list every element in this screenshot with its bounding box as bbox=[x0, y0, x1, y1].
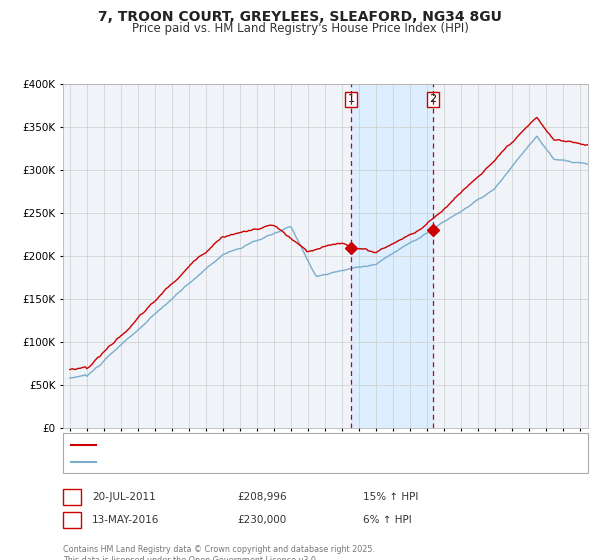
Text: Contains HM Land Registry data © Crown copyright and database right 2025.
This d: Contains HM Land Registry data © Crown c… bbox=[63, 545, 375, 560]
Text: 2: 2 bbox=[68, 515, 76, 525]
Text: 7, TROON COURT, GREYLEES, SLEAFORD, NG34 8GU (detached house): 7, TROON COURT, GREYLEES, SLEAFORD, NG34… bbox=[100, 440, 446, 450]
Text: 1: 1 bbox=[68, 492, 76, 502]
Text: 1: 1 bbox=[347, 95, 355, 105]
Text: 15% ↑ HPI: 15% ↑ HPI bbox=[363, 492, 418, 502]
Text: 7, TROON COURT, GREYLEES, SLEAFORD, NG34 8GU: 7, TROON COURT, GREYLEES, SLEAFORD, NG34… bbox=[98, 10, 502, 24]
Text: Price paid vs. HM Land Registry's House Price Index (HPI): Price paid vs. HM Land Registry's House … bbox=[131, 22, 469, 35]
Text: £230,000: £230,000 bbox=[237, 515, 286, 525]
Text: 13-MAY-2016: 13-MAY-2016 bbox=[92, 515, 159, 525]
Text: 20-JUL-2011: 20-JUL-2011 bbox=[92, 492, 155, 502]
Text: 2: 2 bbox=[430, 95, 436, 105]
Text: £208,996: £208,996 bbox=[237, 492, 287, 502]
Text: 6% ↑ HPI: 6% ↑ HPI bbox=[363, 515, 412, 525]
Text: HPI: Average price, detached house, North Kesteven: HPI: Average price, detached house, Nort… bbox=[100, 457, 356, 467]
Bar bbox=[351, 84, 433, 428]
